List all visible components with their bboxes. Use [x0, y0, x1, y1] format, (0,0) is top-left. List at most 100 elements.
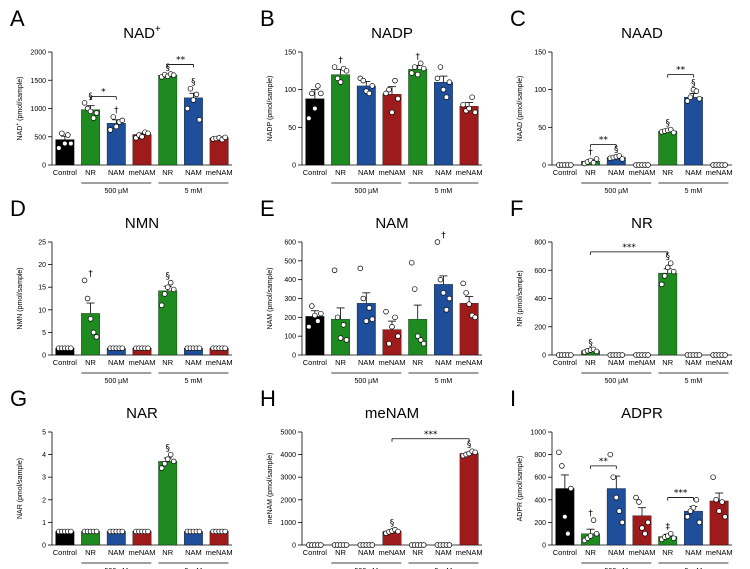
data-point	[222, 345, 228, 351]
x-tick-label: meNAM	[128, 548, 155, 557]
significance-symbol: §	[665, 119, 670, 129]
x-tick-label: NAM	[435, 358, 452, 367]
significance-symbol: §	[191, 78, 196, 88]
x-tick-label: NR	[162, 168, 173, 177]
data-point	[642, 530, 648, 537]
data-point	[93, 334, 100, 340]
data-point	[562, 514, 568, 520]
y-tick-label: 4	[42, 452, 46, 459]
data-point	[340, 322, 347, 328]
group-label-high: 5 mM	[685, 378, 703, 385]
data-point	[315, 83, 321, 89]
data-point	[386, 86, 392, 93]
bar-nr	[658, 272, 678, 356]
data-point	[446, 295, 453, 302]
x-tick-label: meNAM	[706, 168, 733, 177]
group-label-low: 500 µM	[105, 378, 129, 385]
x-tick-label: Control	[303, 168, 328, 177]
x-tick-label: NAM	[358, 168, 375, 177]
data-point	[170, 286, 177, 293]
x-tick-label: meNAM	[706, 358, 733, 367]
data-point	[469, 94, 475, 100]
x-tick-label: NAM	[685, 358, 702, 367]
y-tick-label: 1500	[30, 78, 46, 85]
data-point	[590, 159, 597, 166]
y-tick-label: 25	[38, 240, 46, 247]
data-point	[664, 264, 671, 271]
panel-letter: F	[510, 196, 523, 221]
data-point	[690, 504, 697, 511]
title-superscript: +	[155, 24, 161, 35]
data-point	[331, 64, 338, 70]
significance-symbol: †	[338, 56, 343, 66]
data-point	[696, 352, 703, 358]
data-point	[411, 64, 418, 70]
bar-nr	[81, 109, 100, 166]
group-label-low: 500 µM	[105, 188, 129, 195]
y-tick-label: 2000	[30, 50, 46, 57]
data-point	[722, 514, 728, 520]
x-tick-label: Control	[53, 548, 78, 557]
data-point	[59, 130, 65, 137]
x-tick-label: meNAM	[206, 168, 233, 177]
x-tick-label: meNAM	[456, 168, 483, 177]
x-tick-label: NR	[585, 548, 596, 557]
data-point	[161, 460, 168, 467]
data-point	[440, 290, 447, 296]
data-point	[312, 105, 318, 112]
significance-symbol: §	[614, 145, 619, 155]
x-tick-label: NR	[85, 358, 96, 367]
data-point	[639, 525, 645, 531]
bar-menam	[459, 303, 479, 356]
x-tick-label: meNAM	[378, 168, 405, 177]
data-point	[587, 533, 594, 539]
data-point	[81, 100, 88, 106]
data-point	[196, 528, 203, 535]
data-point	[93, 528, 100, 535]
x-tick-label: Control	[303, 358, 328, 367]
y-tick-label: 0	[42, 353, 46, 360]
data-point	[607, 451, 614, 458]
data-point	[68, 528, 74, 535]
y-tick-label: 0	[542, 353, 546, 360]
x-tick-label: NR	[85, 168, 96, 177]
bracket-label: ***	[424, 430, 438, 440]
bar-nr	[658, 130, 678, 166]
x-tick-label: NR	[662, 548, 673, 557]
data-point	[343, 337, 350, 343]
bracket-label: ***	[674, 489, 688, 499]
data-point	[68, 345, 74, 351]
bar-nr	[408, 69, 428, 166]
data-point	[164, 456, 171, 462]
y-tick-label: 0	[42, 163, 46, 170]
data-point	[337, 79, 344, 85]
data-point	[446, 542, 453, 548]
data-point	[170, 72, 177, 78]
data-point	[408, 70, 415, 76]
data-point	[337, 335, 344, 341]
group-label-low: 500 µM	[605, 188, 629, 195]
significance-symbol: †	[114, 106, 119, 116]
y-tick-label: 150	[284, 50, 296, 57]
bar-nam	[356, 85, 376, 166]
data-point	[568, 162, 574, 168]
ylabel-superscript: +	[15, 123, 21, 126]
bar-nam	[684, 97, 703, 166]
data-point	[667, 530, 674, 537]
bar-menam	[459, 106, 479, 166]
data-point	[110, 114, 117, 120]
data-point	[306, 324, 312, 330]
ylabel-rest: (pmol/sample)	[17, 77, 24, 123]
panel-title: NAD+	[123, 24, 161, 42]
data-point	[145, 345, 151, 351]
x-tick-label: NAM	[685, 548, 702, 557]
data-point	[610, 474, 617, 480]
y-tick-label: 800	[534, 452, 546, 459]
data-point	[318, 542, 324, 548]
data-point	[113, 123, 120, 130]
x-tick-label: meNAM	[628, 358, 655, 367]
data-point	[593, 530, 600, 537]
data-point	[636, 499, 642, 505]
data-point	[472, 109, 478, 116]
